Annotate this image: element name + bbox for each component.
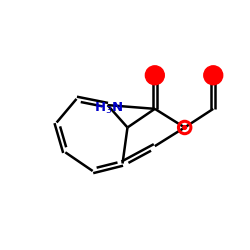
Circle shape <box>183 126 186 129</box>
Circle shape <box>204 66 223 85</box>
Circle shape <box>146 66 164 85</box>
Text: H$_3$N: H$_3$N <box>94 101 124 116</box>
